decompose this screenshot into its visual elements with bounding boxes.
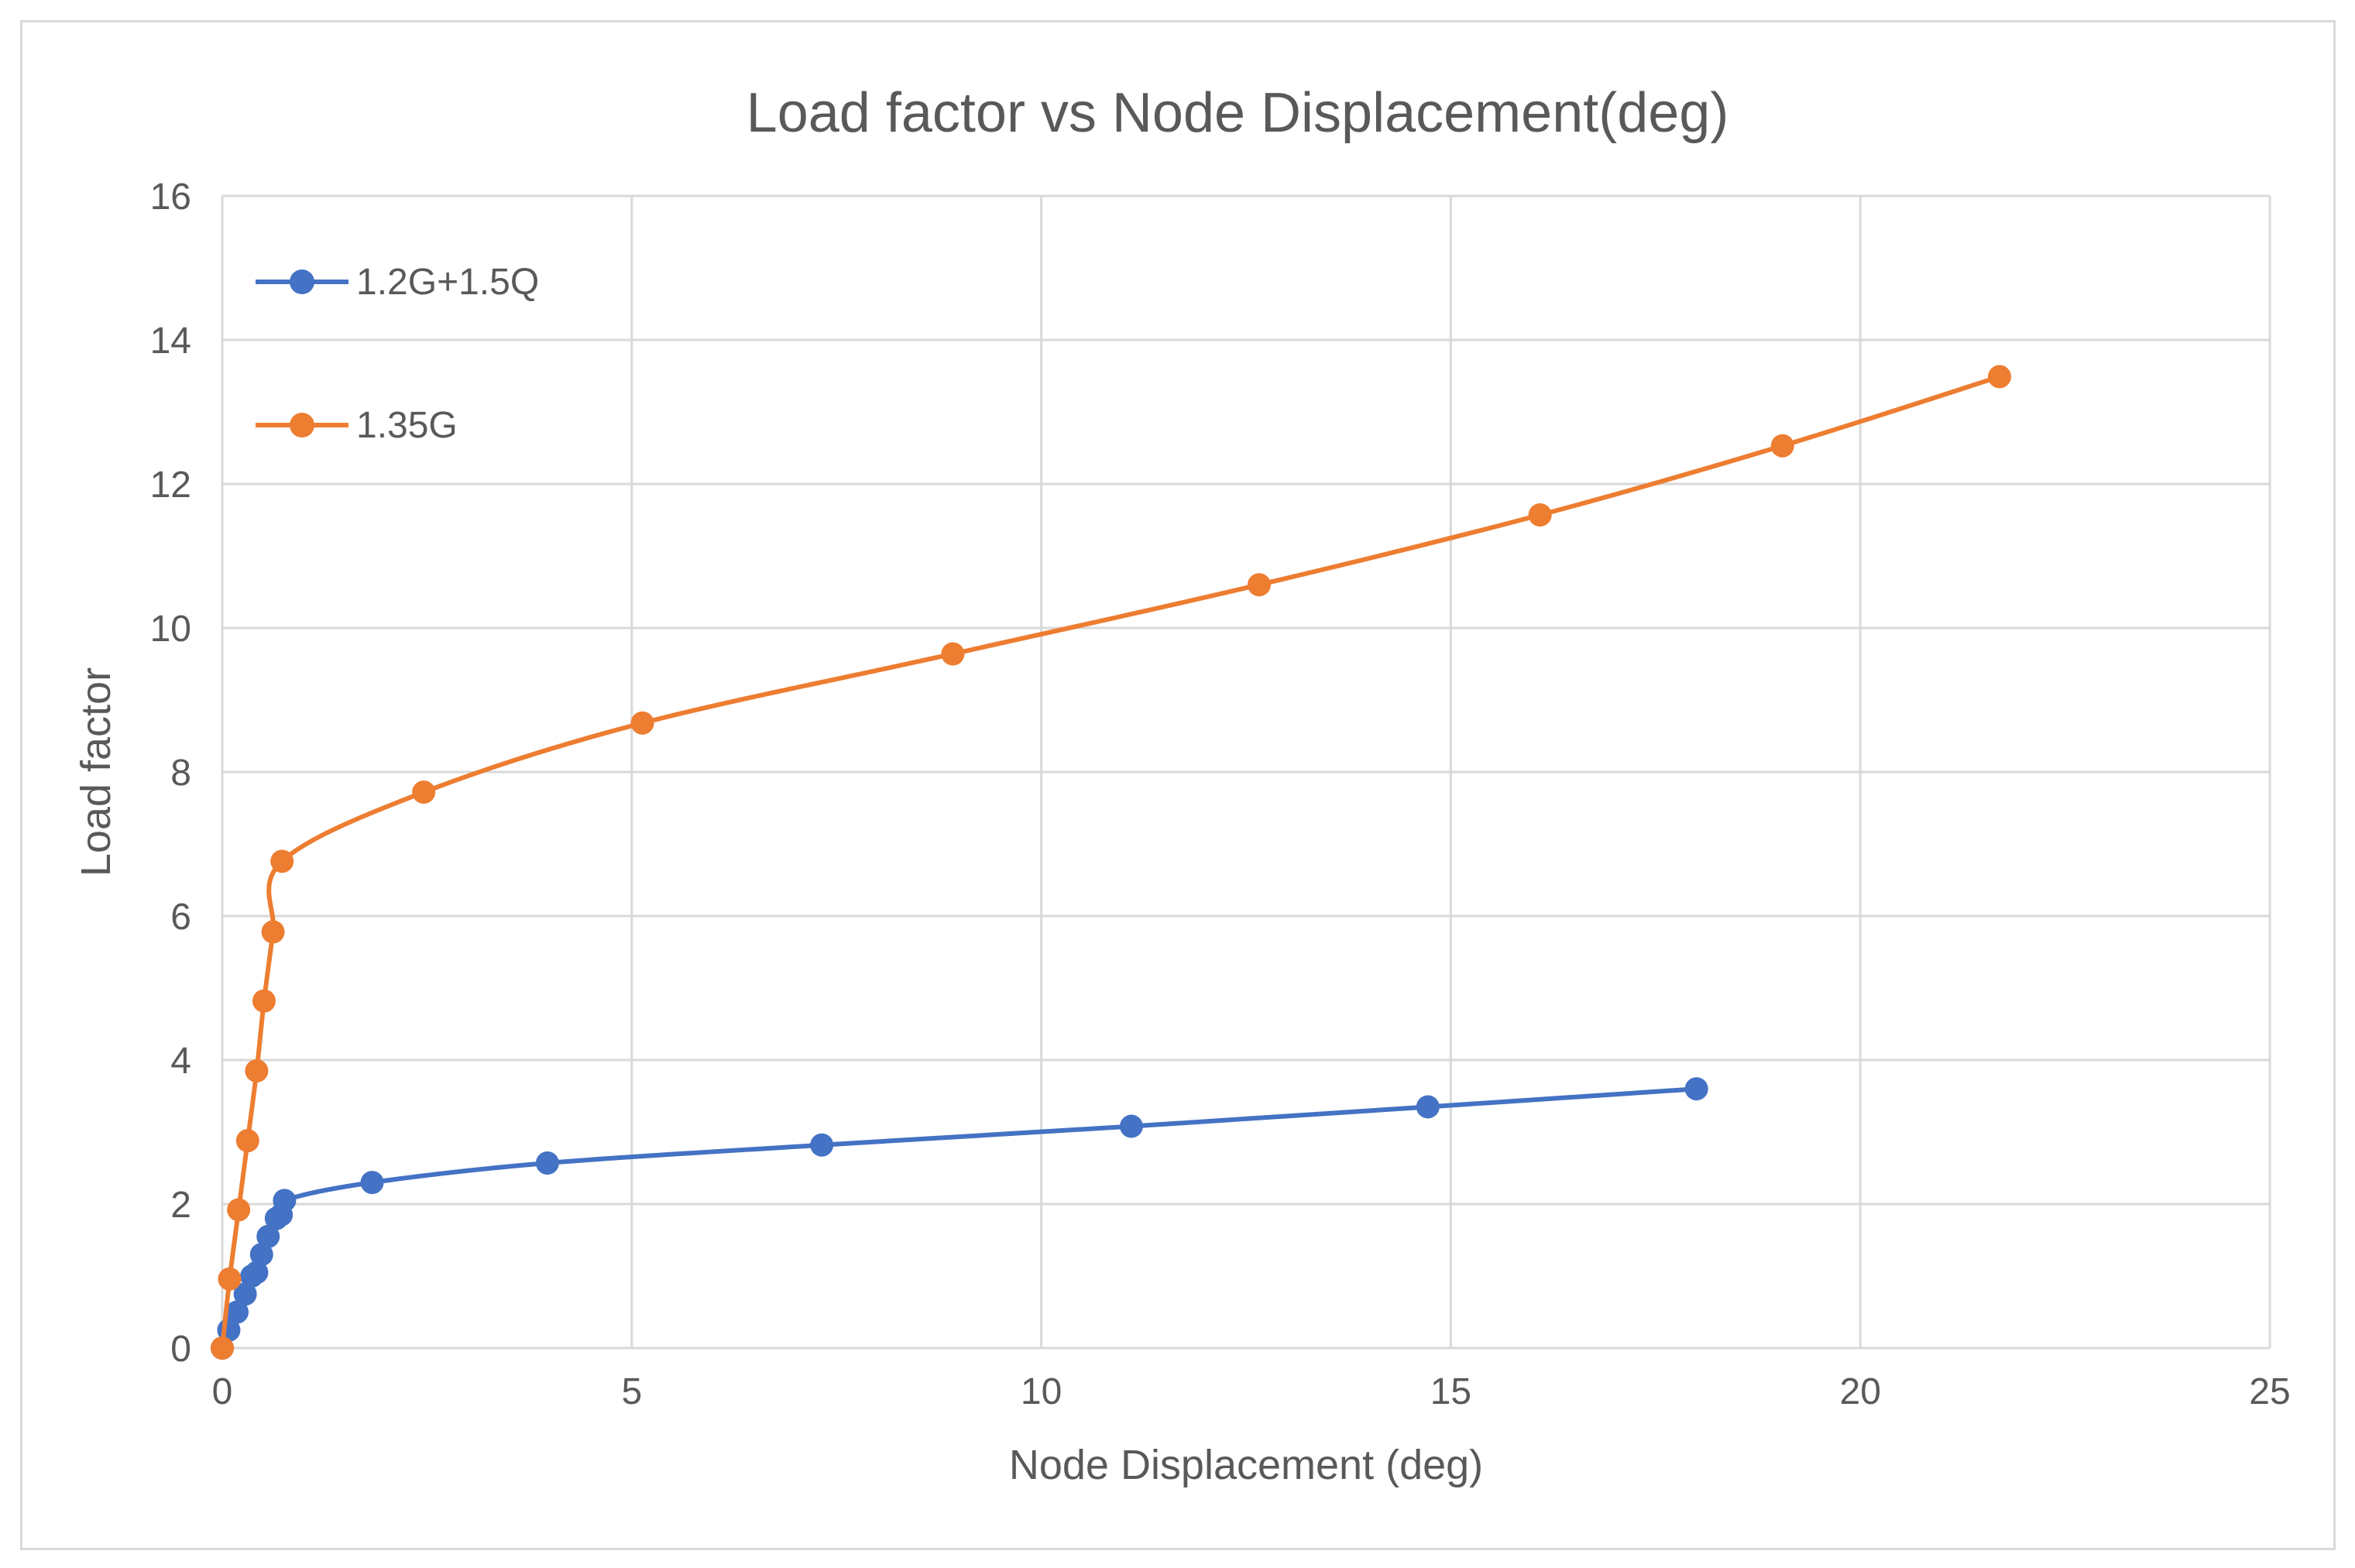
data-point-1-35g-8 [412, 781, 436, 805]
legend-marker-1.2g-1.5q [290, 269, 314, 294]
chart-frame [20, 20, 2336, 1550]
data-point-1-2g-1-5q-12 [535, 1151, 559, 1175]
data-point-1-2g-1-5q-11 [360, 1171, 384, 1195]
data-point-1-35g-10 [941, 642, 965, 666]
data-point-1-2g-1-5q-14 [1119, 1114, 1143, 1138]
tick-labels: 0 2 4 6 8 10 12 14 16 0 5 10 15 20 25 [150, 177, 2291, 1412]
x-tick-label-20: 20 [1840, 1371, 1881, 1412]
legend: 1.2G+1.5Q 1.35G [256, 262, 539, 446]
data-point-1-2g-1-5q-6 [249, 1243, 273, 1267]
y-axis-label: Load factor [73, 667, 119, 877]
series-layer [211, 365, 2011, 1360]
x-tick-label-0: 0 [212, 1371, 233, 1412]
data-point-1-35g-3 [235, 1129, 259, 1153]
data-point-1-2g-1-5q-10 [273, 1189, 297, 1213]
x-tick-label-5: 5 [621, 1371, 642, 1412]
data-point-1-35g-12 [1528, 503, 1552, 527]
data-point-1-35g-13 [1770, 434, 1794, 458]
data-point-1-35g-4 [245, 1058, 269, 1083]
series-1-2g-1-5q [211, 1077, 1708, 1360]
data-point-1-2g-1-5q-2 [225, 1300, 249, 1324]
data-point-1-2g-1-5q-7 [256, 1224, 280, 1248]
y-tick-label-2: 2 [170, 1185, 191, 1226]
data-point-1-35g-14 [1987, 365, 2011, 389]
series-1-35g [211, 365, 2011, 1360]
series-line-1-35g [220, 374, 2000, 1349]
y-tick-label-12: 12 [150, 465, 191, 506]
x-tick-label-25: 25 [2249, 1371, 2290, 1412]
y-tick-label-4: 4 [170, 1041, 191, 1082]
legend-label-1.2g-1.5q: 1.2G+1.5Q [356, 262, 539, 303]
data-point-1-35g-2 [227, 1198, 251, 1222]
x-axis-label: Node Displacement (deg) [1009, 1442, 1483, 1488]
x-tick-label-15: 15 [1430, 1371, 1471, 1412]
data-point-1-35g-0 [211, 1336, 234, 1360]
data-point-1-35g-5 [252, 989, 276, 1013]
y-tick-label-14: 14 [150, 321, 191, 362]
data-point-1-2g-1-5q-16 [1684, 1077, 1708, 1101]
data-point-1-2g-1-5q-5 [245, 1261, 269, 1285]
y-tick-label-6: 6 [170, 897, 191, 938]
grid-layer [221, 194, 2271, 1350]
data-point-1-2g-1-5q-13 [810, 1133, 834, 1157]
y-tick-label-0: 0 [170, 1329, 191, 1370]
data-point-1-2g-1-5q-3 [233, 1282, 257, 1306]
data-point-1-35g-9 [630, 711, 654, 735]
y-tick-label-8: 8 [170, 753, 191, 794]
x-tick-label-10: 10 [1021, 1371, 1062, 1412]
data-point-1-35g-6 [261, 920, 285, 944]
y-tick-label-16: 16 [150, 177, 191, 218]
legend-marker-1.35g [290, 413, 314, 437]
data-point-1-2g-1-5q-15 [1416, 1095, 1440, 1119]
data-point-1-35g-11 [1247, 573, 1271, 597]
chart-title: Load factor vs Node Displacement(deg) [747, 82, 1729, 144]
series-line-1-2g-1-5q [220, 1086, 1697, 1350]
data-point-1-35g-1 [218, 1267, 242, 1291]
y-tick-label-10: 10 [150, 609, 191, 650]
legend-label-1.35g: 1.35G [356, 405, 458, 446]
data-point-1-35g-7 [270, 849, 294, 873]
